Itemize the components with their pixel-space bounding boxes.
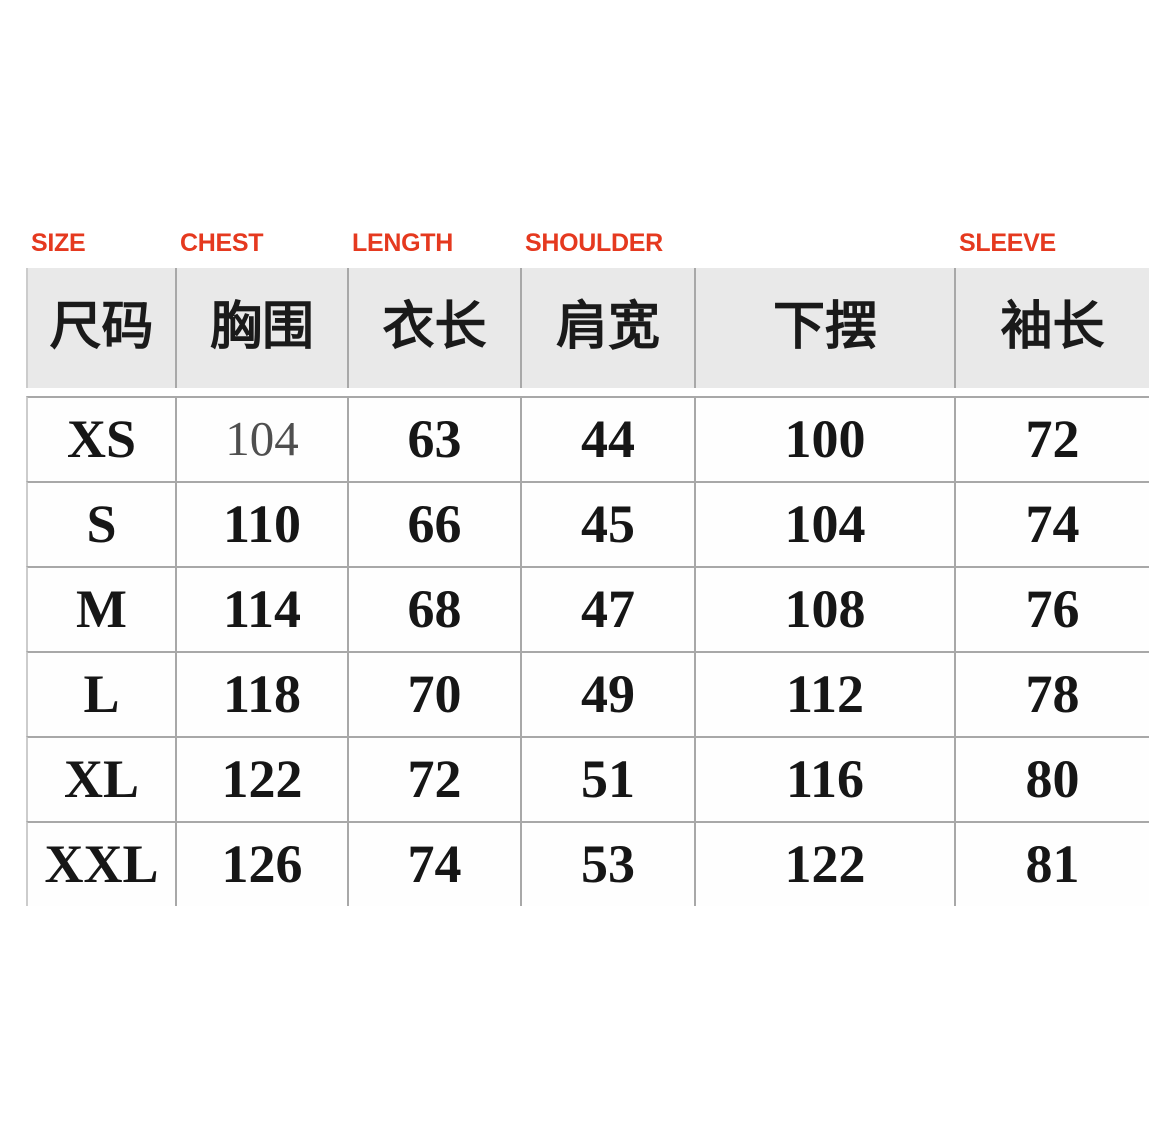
chest-cell: 110 [175,481,347,566]
english-label-row: SIZE CHEST LENGTH SHOULDER SLEEVE [26,226,1149,260]
shoulder-cell: 44 [520,396,694,481]
column-label-chest: CHEST [180,229,264,257]
table-row: XXL 126 74 53 122 81 [26,821,1149,906]
chest-cell: 126 [175,821,347,906]
shoulder-cell: 47 [520,566,694,651]
sleeve-cell: 72 [954,396,1149,481]
header-cell-size: 尺码 [26,268,175,388]
table-row: XL 122 72 51 116 80 [26,736,1149,821]
size-cell: XXL [26,821,175,906]
shoulder-cell: 45 [520,481,694,566]
table-row: M 114 68 47 108 76 [26,566,1149,651]
header-cell-sleeve: 袖长 [954,268,1149,388]
size-cell: XS [26,396,175,481]
table-row: S 110 66 45 104 74 [26,481,1149,566]
hem-cell: 122 [694,821,954,906]
sleeve-cell: 78 [954,651,1149,736]
sleeve-cell: 80 [954,736,1149,821]
sleeve-cell: 74 [954,481,1149,566]
size-cell: S [26,481,175,566]
hem-cell: 104 [694,481,954,566]
length-cell: 63 [347,396,520,481]
length-cell: 74 [347,821,520,906]
chest-cell: 118 [175,651,347,736]
sleeve-cell: 76 [954,566,1149,651]
sleeve-cell: 81 [954,821,1149,906]
hem-cell: 112 [694,651,954,736]
header-cell-length: 衣长 [347,268,520,388]
length-cell: 70 [347,651,520,736]
table-header-row: 尺码 胸围 衣长 肩宽 下摆 袖长 [26,268,1149,388]
column-label-shoulder: SHOULDER [525,229,663,257]
header-cell-hem: 下摆 [694,268,954,388]
length-cell: 72 [347,736,520,821]
column-label-size: SIZE [31,229,86,257]
chest-cell: 104 [175,396,347,481]
shoulder-cell: 51 [520,736,694,821]
size-cell: M [26,566,175,651]
chest-cell: 114 [175,566,347,651]
length-cell: 66 [347,481,520,566]
table-row: XS 104 63 44 100 72 [26,396,1149,481]
hem-cell: 116 [694,736,954,821]
chest-cell: 122 [175,736,347,821]
header-cell-shoulder: 肩宽 [520,268,694,388]
shoulder-cell: 49 [520,651,694,736]
column-label-length: LENGTH [352,229,453,257]
hem-cell: 100 [694,396,954,481]
table-row: L 118 70 49 112 78 [26,651,1149,736]
column-label-hem-empty [694,226,954,260]
size-cell: XL [26,736,175,821]
length-cell: 68 [347,566,520,651]
shoulder-cell: 53 [520,821,694,906]
size-cell: L [26,651,175,736]
hem-cell: 108 [694,566,954,651]
size-table: 尺码 胸围 衣长 肩宽 下摆 袖长 XS 104 63 44 100 72 S … [26,268,1149,906]
header-cell-chest: 胸围 [175,268,347,388]
column-label-sleeve: SLEEVE [959,229,1056,257]
